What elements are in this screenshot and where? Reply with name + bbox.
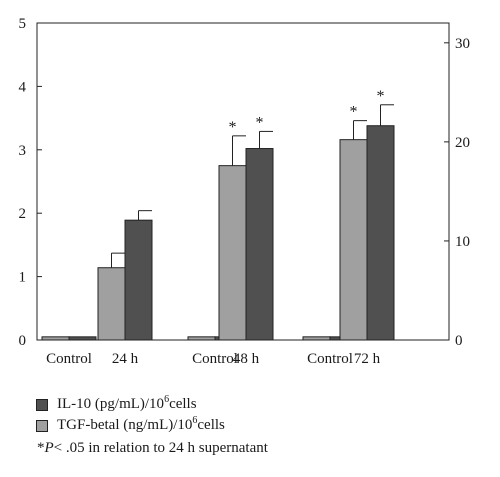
x-group-label: Control <box>307 351 353 367</box>
y-left-tick-label: 5 <box>19 16 27 32</box>
x-group-label: 24 h <box>112 351 139 367</box>
bar-il10 <box>68 336 97 341</box>
significance-star: * <box>377 88 385 105</box>
bar-tgf <box>187 336 216 341</box>
bar-tgf <box>218 165 247 341</box>
bar-il10 <box>366 125 395 341</box>
x-group-label: Control <box>192 351 238 367</box>
bar-il10 <box>124 219 153 341</box>
y-left-tick-label: 0 <box>19 333 27 349</box>
y-right-tick-label: 0 <box>455 333 463 349</box>
il10-label: IL-10 (pg/mL)/106cells <box>57 394 197 413</box>
y-right-tick-label: 30 <box>455 36 470 52</box>
tgf-swatch <box>36 419 48 432</box>
significance-note: * P < .05 in relation to 24 h supernatant <box>37 440 268 456</box>
y-left-tick-label: 1 <box>19 270 27 286</box>
il10-swatch <box>36 398 48 411</box>
x-group-label: Control <box>46 351 92 367</box>
significance-star: * <box>350 104 358 121</box>
bar-il10 <box>245 148 274 341</box>
y-right-tick-label: 10 <box>455 234 470 250</box>
y-left-tick-label: 4 <box>19 79 27 95</box>
x-group-label: 72 h <box>354 351 381 367</box>
legend-item-tgf: TGF-betal (ng/mL)/106cells <box>36 415 496 436</box>
bar-tgf <box>339 139 368 341</box>
y-left-tick-label: 2 <box>19 206 27 222</box>
significance-star: * <box>229 119 237 136</box>
legend: IL-10 (pg/mL)/106cells TGF-betal (ng/mL)… <box>36 394 496 459</box>
bar-tgf <box>41 336 70 341</box>
legend-item-il10: IL-10 (pg/mL)/106cells <box>36 394 496 415</box>
bar-tgf <box>302 336 331 341</box>
bar-tgf <box>97 267 126 341</box>
y-left-tick-label: 3 <box>19 143 27 159</box>
y-right-tick-label: 20 <box>455 135 470 151</box>
significance-star: * <box>256 114 264 131</box>
x-group-label: 48 h <box>233 351 260 367</box>
tgf-label: TGF-betal (ng/mL)/106cells <box>57 415 225 434</box>
